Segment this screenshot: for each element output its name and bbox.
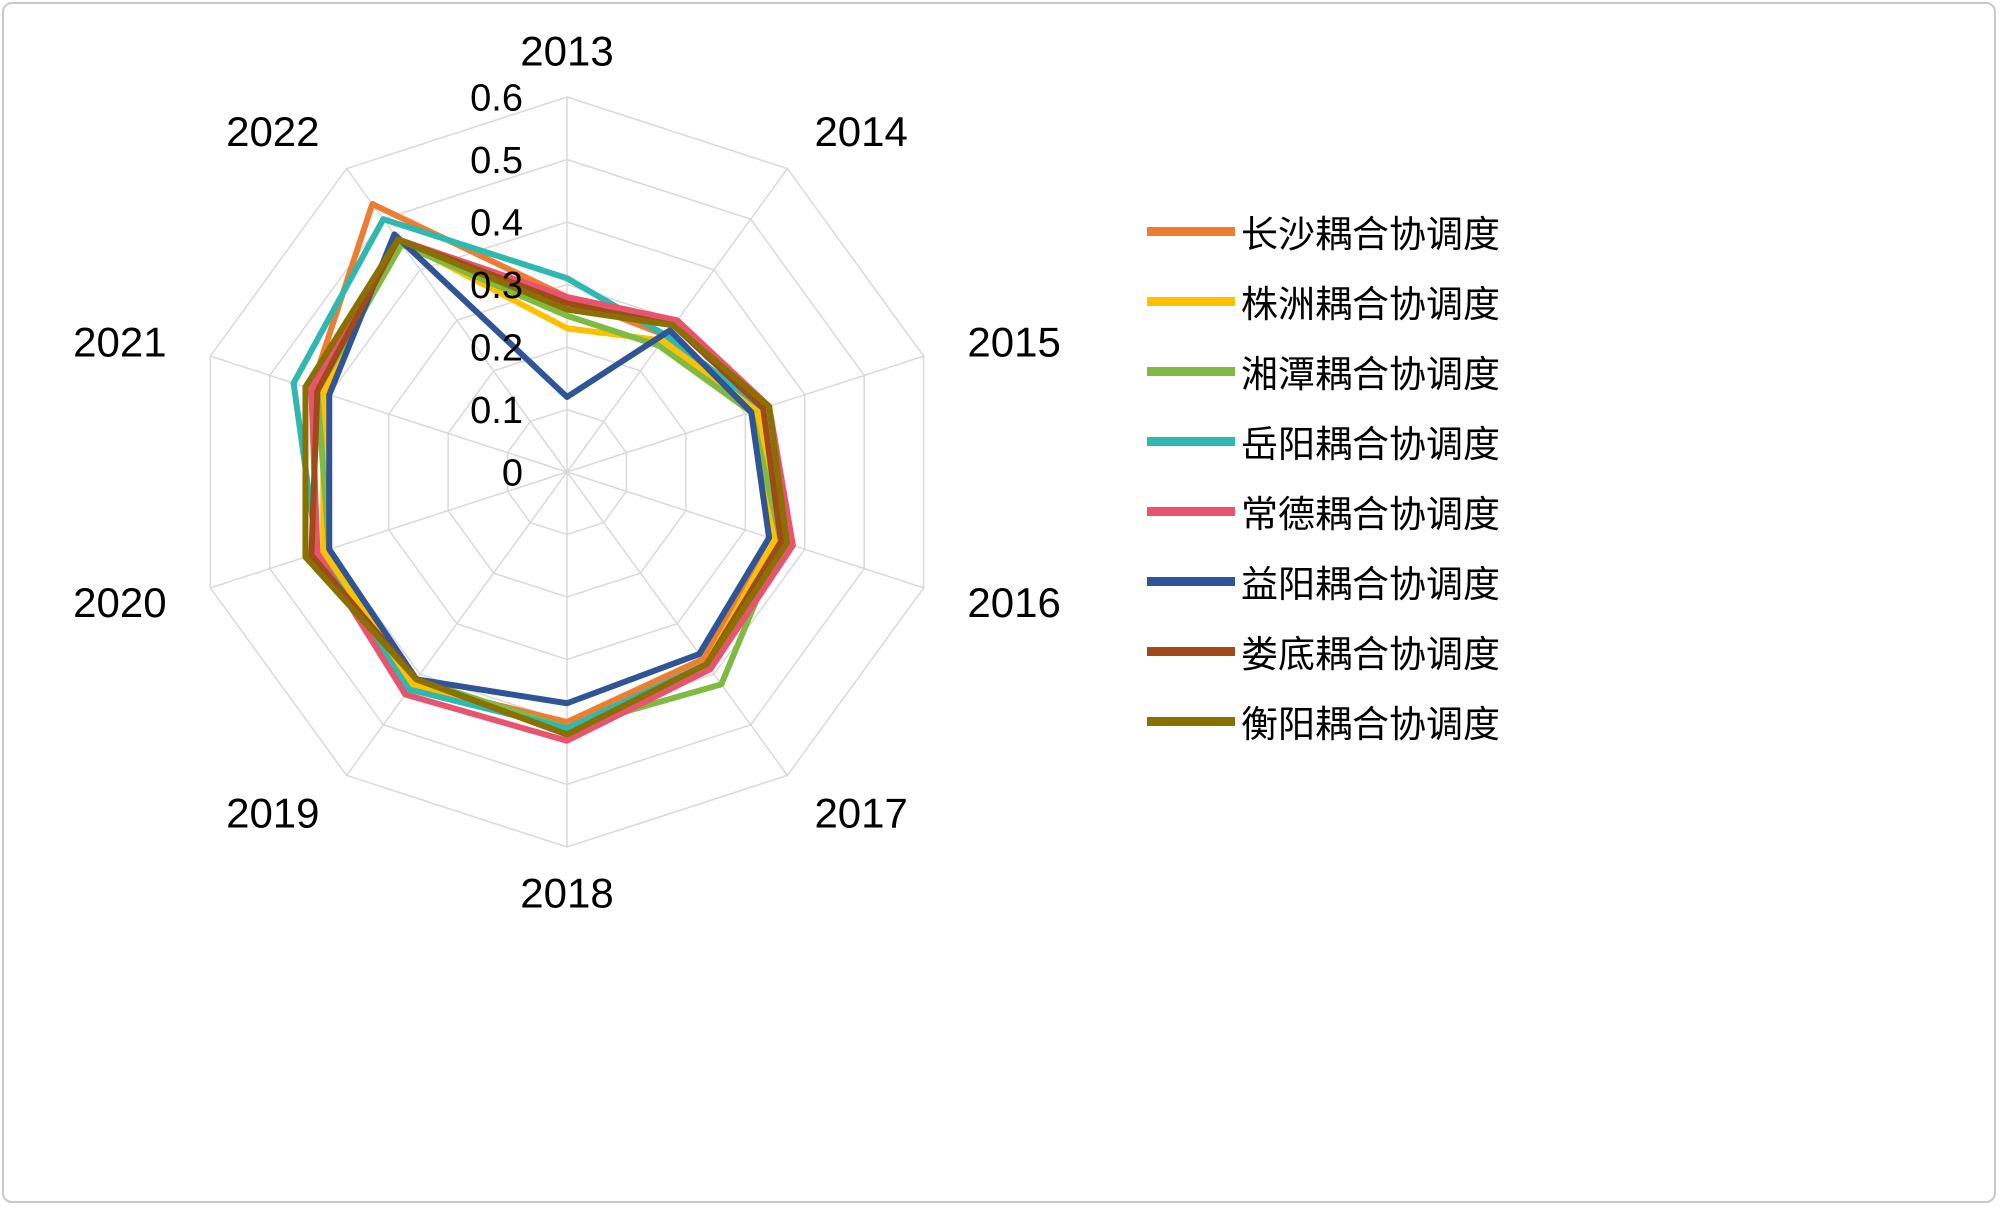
category-label: 2021 [73,319,166,366]
legend-swatch [1147,576,1235,586]
category-label: 2014 [814,108,907,155]
legend-swatch [1147,506,1235,516]
legend-item: 衡阳耦合协调度 [1147,699,1500,745]
legend-swatch [1147,296,1235,306]
legend-item: 株洲耦合协调度 [1147,279,1500,325]
legend-label: 娄底耦合协调度 [1241,634,1500,675]
legend-label: 长沙耦合协调度 [1241,214,1500,255]
legend-item: 娄底耦合协调度 [1147,629,1500,675]
grid-ring [269,158,865,786]
legend-swatch [1147,436,1235,446]
legend-label: 常德耦合协调度 [1241,494,1500,535]
category-label: 2015 [967,319,1060,366]
category-label: 2022 [226,108,319,155]
legend-swatch [1147,716,1235,726]
legend-item: 常德耦合协调度 [1147,489,1500,535]
chart-legend: 长沙耦合协调度 株洲耦合协调度 湘潭耦合协调度 岳阳耦合协调度 常德耦合协调度 益阳耦合协… [1147,209,1500,745]
radial-tick-label: 0.5 [470,140,523,182]
radial-tick-label: 0.6 [470,77,523,119]
grid-ring [447,346,687,598]
radial-tick-label: 0.3 [470,265,523,307]
legend-item: 湘潭耦合协调度 [1147,349,1500,395]
legend-swatch [1147,366,1235,376]
category-label: 2019 [226,789,319,836]
radial-tick-label: 0.2 [470,327,523,369]
legend-label: 岳阳耦合协调度 [1241,424,1500,465]
legend-item: 岳阳耦合协调度 [1147,419,1500,465]
radial-tick-label: 0.1 [470,390,523,432]
category-label: 2020 [73,579,166,626]
series-line [302,236,790,738]
legend-swatch [1147,226,1235,236]
category-label: 2017 [814,789,907,836]
series-line [326,231,773,707]
legend-item: 长沙耦合协调度 [1147,209,1500,255]
series-line [290,216,784,732]
grid-ring [506,408,628,536]
grid-ring [209,96,925,848]
category-label: 2016 [967,579,1060,626]
legend-swatch [1147,646,1235,656]
legend-label: 益阳耦合协调度 [1241,564,1500,605]
category-label: 2018 [520,870,613,917]
radial-tick-label: 0 [502,452,523,494]
category-label: 2013 [520,28,613,75]
legend-label: 湘潭耦合协调度 [1241,354,1500,395]
legend-label: 株洲耦合协调度 [1241,284,1500,325]
legend-item: 益阳耦合协调度 [1147,559,1500,605]
legend-label: 衡阳耦合协调度 [1241,704,1500,745]
radial-tick-label: 0.4 [470,202,523,244]
